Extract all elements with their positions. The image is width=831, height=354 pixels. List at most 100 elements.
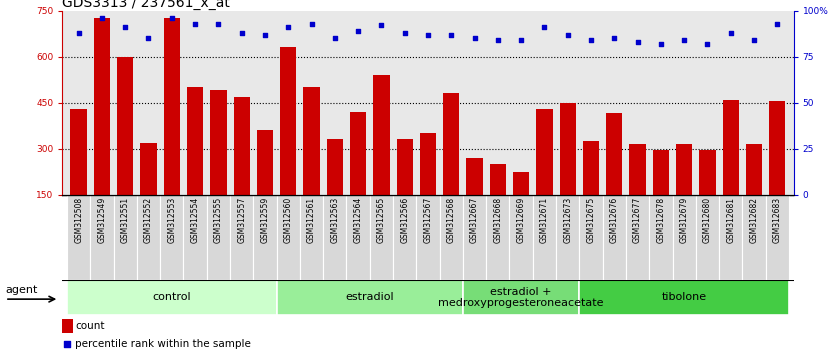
Bar <box>137 195 160 280</box>
Point <box>491 37 504 43</box>
Point <box>119 24 132 30</box>
Bar <box>91 195 114 280</box>
Text: GSM312565: GSM312565 <box>377 197 386 244</box>
Point <box>282 24 295 30</box>
Bar <box>443 93 460 241</box>
Bar <box>280 47 297 241</box>
Point <box>514 37 528 43</box>
Text: GSM312557: GSM312557 <box>237 197 246 244</box>
Bar <box>420 133 436 241</box>
Text: GSM312667: GSM312667 <box>470 197 479 244</box>
Bar <box>559 103 576 241</box>
Bar <box>649 195 672 280</box>
Bar <box>396 139 413 241</box>
Point <box>770 21 784 26</box>
Bar <box>486 195 509 280</box>
Bar <box>187 87 204 241</box>
Bar <box>347 195 370 280</box>
Bar <box>94 18 110 241</box>
Bar <box>184 195 207 280</box>
Bar <box>719 195 742 280</box>
Bar <box>327 139 343 241</box>
Text: GSM312677: GSM312677 <box>633 197 642 244</box>
Text: estradiol +
medroxyprogesteroneacetate: estradiol + medroxyprogesteroneacetate <box>439 286 604 308</box>
Bar <box>676 144 692 241</box>
Bar <box>234 97 250 241</box>
Point <box>747 37 760 43</box>
Text: GSM312681: GSM312681 <box>726 197 735 243</box>
Text: GSM312551: GSM312551 <box>120 197 130 243</box>
Bar <box>602 195 626 280</box>
Bar <box>652 150 669 241</box>
Bar <box>765 195 789 280</box>
Text: GSM312683: GSM312683 <box>773 197 782 243</box>
Bar <box>230 195 253 280</box>
Bar <box>579 280 789 315</box>
Bar <box>626 195 649 280</box>
Bar <box>489 164 506 241</box>
Bar <box>114 195 137 280</box>
Bar <box>370 195 393 280</box>
Bar <box>117 57 133 241</box>
Bar <box>629 144 646 241</box>
Bar <box>696 195 719 280</box>
Bar <box>699 150 715 241</box>
Point <box>328 35 342 41</box>
Bar <box>253 195 277 280</box>
Bar <box>62 319 73 333</box>
Bar <box>583 141 599 241</box>
Bar <box>393 195 416 280</box>
Text: GSM312559: GSM312559 <box>260 197 269 244</box>
Point <box>72 30 86 35</box>
Bar <box>770 101 785 241</box>
Bar <box>440 195 463 280</box>
Text: GSM312682: GSM312682 <box>750 197 759 243</box>
Text: GSM312561: GSM312561 <box>307 197 316 243</box>
Point <box>352 28 365 34</box>
Point <box>96 15 109 21</box>
Bar <box>606 113 622 241</box>
Text: GSM312554: GSM312554 <box>190 197 199 244</box>
Bar <box>463 280 579 315</box>
Bar <box>71 109 86 241</box>
Bar <box>672 195 696 280</box>
Text: GSM312671: GSM312671 <box>540 197 549 243</box>
Bar <box>160 195 184 280</box>
Point <box>305 21 318 26</box>
Point <box>189 21 202 26</box>
Text: percentile rank within the sample: percentile rank within the sample <box>75 339 251 349</box>
Bar <box>556 195 579 280</box>
Text: tibolone: tibolone <box>661 292 706 302</box>
Text: GSM312673: GSM312673 <box>563 197 573 244</box>
Point <box>654 41 667 47</box>
Bar <box>416 195 440 280</box>
Point <box>445 32 458 38</box>
Bar <box>533 195 556 280</box>
Bar <box>67 195 91 280</box>
Point <box>258 32 272 38</box>
Bar <box>350 112 366 241</box>
Bar <box>513 172 529 241</box>
Bar <box>140 143 157 241</box>
Text: GDS3313 / 237561_x_at: GDS3313 / 237561_x_at <box>62 0 230 10</box>
Text: GSM312549: GSM312549 <box>97 197 106 244</box>
Text: GSM312568: GSM312568 <box>447 197 455 243</box>
Bar <box>303 87 320 241</box>
Text: GSM312555: GSM312555 <box>214 197 223 244</box>
Bar <box>746 144 762 241</box>
Text: GSM312552: GSM312552 <box>144 197 153 243</box>
Text: agent: agent <box>5 285 37 295</box>
Point <box>561 32 574 38</box>
Bar <box>210 90 227 241</box>
Text: GSM312567: GSM312567 <box>424 197 432 244</box>
Point <box>701 41 714 47</box>
Point <box>375 23 388 28</box>
Bar <box>257 130 273 241</box>
Text: GSM312553: GSM312553 <box>167 197 176 244</box>
Text: GSM312678: GSM312678 <box>656 197 666 243</box>
Point <box>631 39 644 45</box>
Text: GSM312564: GSM312564 <box>354 197 362 244</box>
Text: estradiol: estradiol <box>346 292 394 302</box>
Bar <box>277 195 300 280</box>
Text: GSM312560: GSM312560 <box>283 197 293 244</box>
